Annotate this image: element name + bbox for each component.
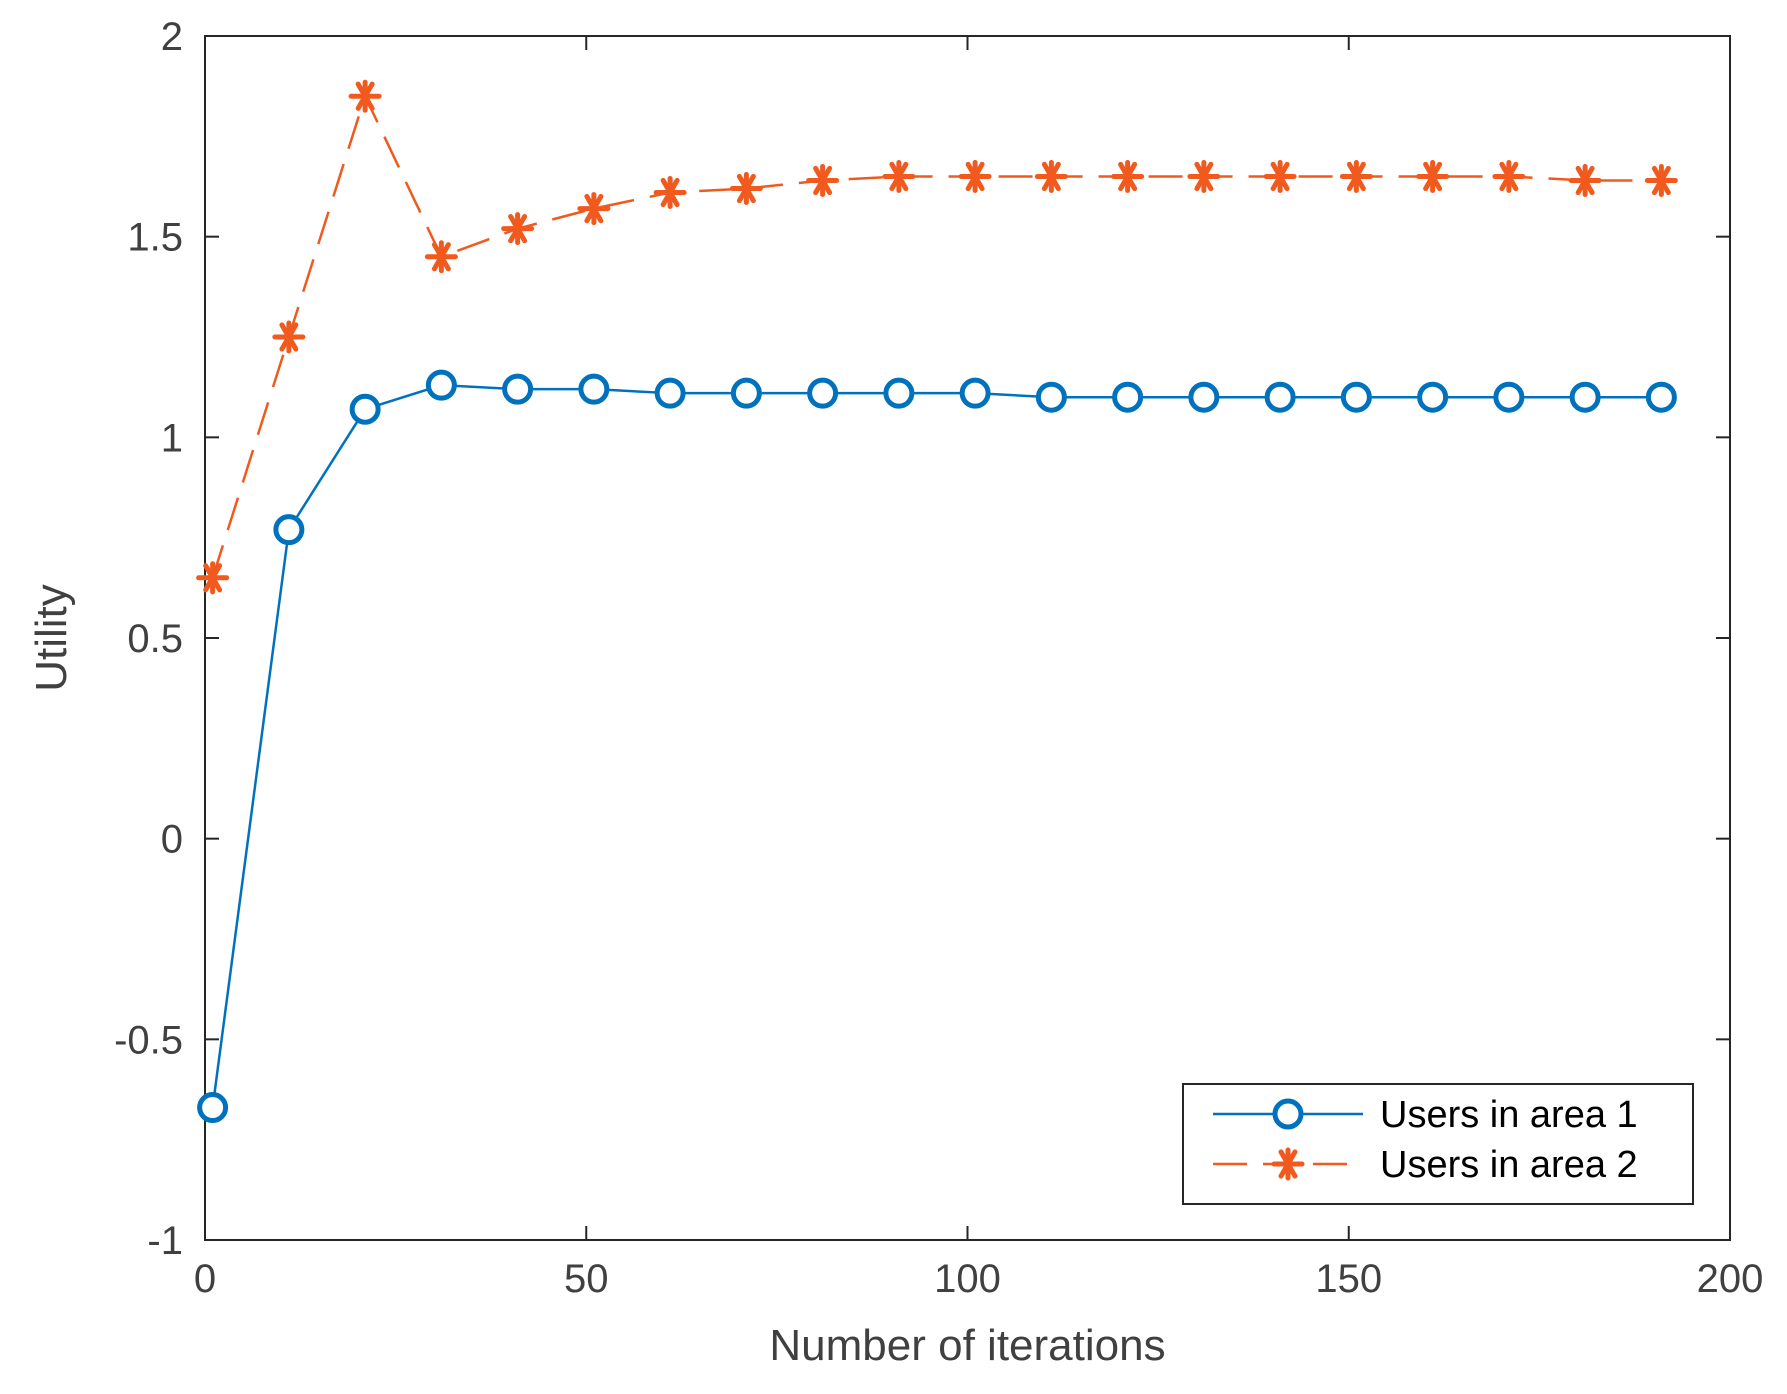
data-point-asterisk <box>1644 163 1678 197</box>
data-point-asterisk <box>272 320 306 354</box>
legend: Users in area 1 Users in area 2 <box>1182 1083 1694 1205</box>
data-point-asterisk <box>1339 159 1373 193</box>
series-1 <box>197 369 1677 1124</box>
legend-label: Users in area 2 <box>1380 1144 1638 1186</box>
data-point-circle <box>1188 381 1220 413</box>
data-point-circle <box>654 377 686 409</box>
y-tick-label: 2 <box>161 15 183 59</box>
data-point-asterisk <box>1034 159 1068 193</box>
x-tick-label: 50 <box>564 1257 609 1301</box>
data-point-asterisk <box>1492 159 1526 193</box>
data-point-asterisk <box>806 163 840 197</box>
x-axis-label: Number of iterations <box>769 1321 1165 1370</box>
data-point-asterisk <box>958 159 992 193</box>
y-tick-label: 0.5 <box>127 617 183 661</box>
data-point-circle <box>1035 381 1067 413</box>
legend-marker-asterisk <box>1271 1147 1305 1181</box>
data-point-asterisk <box>1111 159 1145 193</box>
y-tick-label: -1 <box>147 1219 183 1263</box>
data-point-circle <box>1264 381 1296 413</box>
data-point-circle <box>1645 381 1677 413</box>
legend-marker-circle <box>1272 1098 1304 1130</box>
data-point-asterisk <box>882 159 916 193</box>
data-point-asterisk <box>424 240 458 274</box>
data-point-circle <box>197 1092 229 1124</box>
legend-item-1: Users in area 1 <box>1213 1094 1638 1136</box>
x-tick-label: 100 <box>934 1257 1001 1301</box>
data-point-asterisk <box>1263 159 1297 193</box>
series-layer <box>196 79 1678 1124</box>
data-point-circle <box>425 369 457 401</box>
series-2 <box>196 79 1678 595</box>
y-tick-label: -0.5 <box>114 1018 183 1062</box>
x-tick-label: 150 <box>1315 1257 1382 1301</box>
data-point-circle <box>273 514 305 546</box>
data-point-circle <box>883 377 915 409</box>
data-point-circle <box>1112 381 1144 413</box>
data-point-asterisk <box>1568 163 1602 197</box>
data-point-asterisk <box>1187 159 1221 193</box>
data-point-asterisk <box>729 172 763 206</box>
y-tick-label: 1.5 <box>127 216 183 260</box>
data-point-asterisk <box>348 79 382 113</box>
data-point-asterisk <box>501 212 535 246</box>
data-point-circle <box>959 377 991 409</box>
data-point-circle <box>1569 381 1601 413</box>
x-tick-label: 200 <box>1697 1257 1764 1301</box>
data-point-circle <box>807 377 839 409</box>
data-point-asterisk <box>1416 159 1450 193</box>
plot-frame <box>204 35 1731 1241</box>
y-axis-label: Utility <box>27 584 76 692</box>
legend-label: Users in area 1 <box>1380 1094 1638 1136</box>
data-point-asterisk <box>196 561 230 595</box>
y-tick-label: 0 <box>161 818 183 862</box>
data-point-circle <box>1340 381 1372 413</box>
y-tick-label: 1 <box>161 416 183 460</box>
axis-ticks: 0 50 100 150 200 -1 -0.5 0 0.5 1 1.5 2 <box>114 15 1763 1301</box>
legend-item-2: Users in area 2 <box>1213 1144 1638 1186</box>
data-point-circle <box>1493 381 1525 413</box>
data-point-asterisk <box>653 176 687 210</box>
data-point-asterisk <box>577 192 611 226</box>
x-tick-label: 0 <box>194 1257 216 1301</box>
data-point-circle <box>730 377 762 409</box>
data-point-circle <box>349 393 381 425</box>
data-point-circle <box>1417 381 1449 413</box>
data-point-circle <box>502 373 534 405</box>
plot-area <box>204 35 1731 1241</box>
legend-box <box>1182 1083 1694 1205</box>
data-point-circle <box>578 373 610 405</box>
